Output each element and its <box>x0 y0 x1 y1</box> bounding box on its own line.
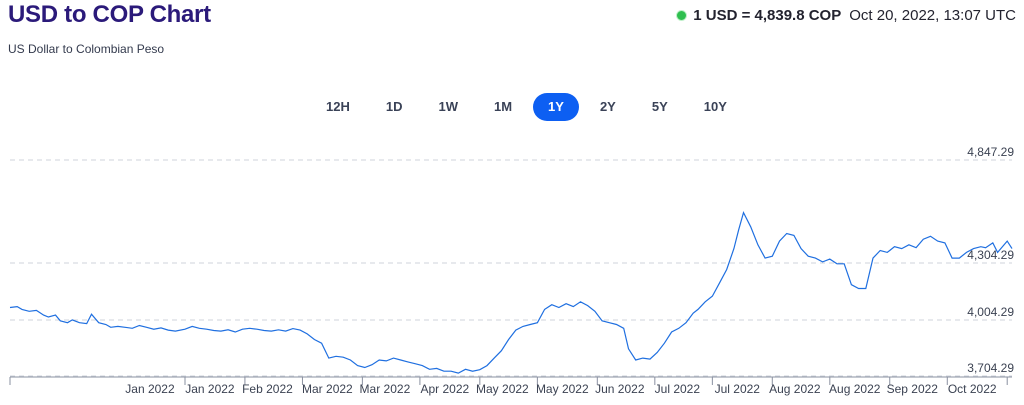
series-line[interactable] <box>9 210 1013 374</box>
range-tab-2y[interactable]: 2Y <box>599 99 616 114</box>
grid-lines: 4,847.29 4,304.29 4,004.29 3,704.29 <box>10 145 1014 377</box>
x-tick-label: Jul 2022 <box>715 382 761 396</box>
x-tick-label: Sep 2022 <box>887 382 939 396</box>
x-tick-label: Mar 2022 <box>360 382 411 396</box>
live-status-dot-icon <box>676 10 688 21</box>
range-tab-5y[interactable]: 5Y <box>651 99 668 114</box>
x-tick-label: Oct 2022 <box>948 382 997 396</box>
x-axis: Jan 2022 Jan 2022 Feb 2022 Mar 2022 Mar 2022… <box>9 376 1012 396</box>
x-tick-label: Jan 2022 <box>185 382 235 396</box>
y-tick-label: 4,304.29 <box>967 248 1014 262</box>
x-tick-label: Jul 2022 <box>655 382 701 396</box>
range-tab-12h[interactable]: 12H <box>326 99 350 114</box>
time-range-tabs: 12H 1D 1W 1M 1Y 2Y 5Y 10Y <box>308 93 745 123</box>
x-tick-label: Aug 2022 <box>769 382 821 396</box>
x-tick-label: Jun 2022 <box>595 382 645 396</box>
y-tick-label: 3,704.29 <box>967 361 1014 375</box>
y-tick-label: 4,004.29 <box>967 305 1014 319</box>
x-tick-label: May 2022 <box>536 382 589 396</box>
y-tick-label: 4,847.29 <box>967 145 1014 159</box>
rate-value: 1 USD = 4,839.8 COP <box>693 7 842 24</box>
rate-timestamp: Oct 20, 2022, 13:07 UTC <box>849 7 1016 24</box>
range-tab-1y[interactable]: 1Y <box>533 93 579 121</box>
rate-display: 1 USD = 4,839.8 COP Oct 20, 2022, 13:07 … <box>676 7 1016 24</box>
x-tick-label: Mar 2022 <box>302 382 353 396</box>
chart-subtitle: US Dollar to Colombian Peso <box>8 42 165 56</box>
x-tick-label: May 2022 <box>476 382 529 396</box>
x-tick-label: Apr 2022 <box>420 382 469 396</box>
x-tick-label: Aug 2022 <box>829 382 881 396</box>
chart-title: USD to COP Chart <box>8 1 211 28</box>
range-tab-1m[interactable]: 1M <box>493 99 513 114</box>
range-tab-1d[interactable]: 1D <box>385 99 403 114</box>
x-tick-label: Jan 2022 <box>125 382 175 396</box>
series-layer <box>9 210 1013 374</box>
range-tab-1w[interactable]: 1W <box>438 99 458 114</box>
range-tab-10y[interactable]: 10Y <box>703 99 727 114</box>
x-tick-label: Feb 2022 <box>242 382 293 396</box>
